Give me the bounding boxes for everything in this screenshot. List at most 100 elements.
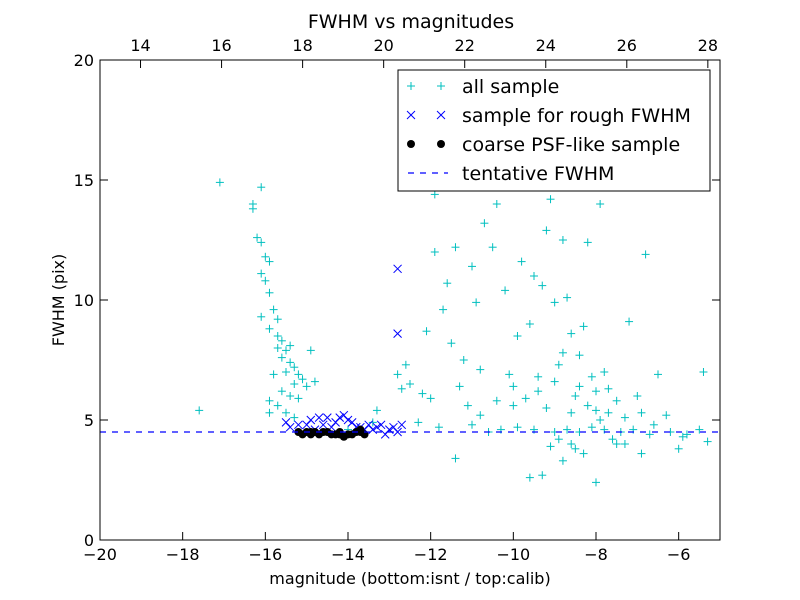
point-s0-53 bbox=[451, 243, 460, 252]
point-s0-110 bbox=[397, 384, 406, 393]
x-tick-label-0: −20 bbox=[83, 545, 117, 564]
point-s0-121 bbox=[587, 423, 596, 432]
x-tick-label-3: −14 bbox=[331, 545, 365, 564]
point-s0-45 bbox=[418, 389, 427, 398]
point-s0-99 bbox=[695, 425, 704, 434]
point-s0-6 bbox=[257, 238, 266, 247]
axes: −20 −18 −16 −14 −12 −10 −8 −6 14 16 18 20 22 24 26 28 0 5… bbox=[74, 36, 721, 564]
point-s1-19 bbox=[368, 425, 378, 434]
legend-box bbox=[397, 69, 711, 192]
point-s1-4 bbox=[306, 415, 316, 425]
point-s0-125 bbox=[645, 430, 654, 439]
point-s0-27 bbox=[290, 380, 299, 388]
point-s1-6 bbox=[314, 413, 324, 422]
point-s1-21 bbox=[376, 420, 386, 430]
point-s0-34 bbox=[265, 396, 274, 405]
point-s0-77 bbox=[563, 293, 572, 302]
x-tick-label-1: −18 bbox=[166, 545, 200, 564]
point-s0-14 bbox=[257, 312, 266, 321]
point-s0-73 bbox=[546, 195, 555, 204]
point-s0-83 bbox=[587, 372, 596, 381]
point-s1-28 bbox=[393, 329, 402, 338]
point-s0-133 bbox=[534, 372, 543, 381]
point-s1-11 bbox=[335, 413, 345, 422]
point-s0-13 bbox=[273, 315, 282, 324]
point-s0-54 bbox=[455, 382, 464, 391]
point-s1-7 bbox=[318, 420, 328, 430]
point-s0-60 bbox=[488, 243, 497, 252]
point-s0-142 bbox=[604, 408, 613, 417]
point-s0-9 bbox=[257, 269, 266, 278]
point-s1-8 bbox=[322, 413, 332, 422]
point-s0-100 bbox=[699, 368, 708, 376]
top-tick-label-2: 18 bbox=[292, 36, 312, 55]
legend-marker-a-0 bbox=[407, 82, 415, 90]
top-tick-label-4: 22 bbox=[455, 36, 475, 55]
point-s0-26 bbox=[298, 375, 307, 384]
point-s0-52 bbox=[443, 279, 452, 288]
x-tick-label-2: −16 bbox=[248, 545, 282, 564]
point-s0-1 bbox=[215, 178, 224, 187]
point-s0-46 bbox=[426, 394, 435, 403]
point-s0-128 bbox=[463, 401, 472, 410]
point-s0-3 bbox=[248, 204, 257, 213]
point-s0-138 bbox=[575, 382, 584, 391]
point-s0-10 bbox=[261, 276, 270, 285]
y-tick-label-2: 10 bbox=[74, 291, 94, 310]
point-s0-127 bbox=[682, 430, 691, 439]
point-s0-41 bbox=[368, 418, 377, 427]
point-s0-139 bbox=[583, 401, 592, 410]
point-s0-32 bbox=[306, 346, 315, 355]
legend-entry-0: all sample bbox=[407, 76, 559, 98]
point-s1-27 bbox=[393, 264, 402, 274]
point-s0-11 bbox=[265, 288, 274, 297]
point-s0-119 bbox=[563, 425, 572, 434]
point-s0-7 bbox=[261, 252, 270, 261]
point-s0-21 bbox=[277, 353, 286, 362]
point-s0-37 bbox=[269, 370, 278, 379]
point-s0-149 bbox=[571, 444, 580, 453]
point-s0-50 bbox=[439, 305, 448, 314]
point-s0-22 bbox=[286, 358, 295, 367]
legend-marker-a-1 bbox=[406, 110, 416, 120]
point-s0-47 bbox=[422, 327, 431, 336]
y-tick-label-4: 20 bbox=[74, 51, 94, 70]
x-tick-label-6: −8 bbox=[584, 545, 608, 564]
point-s0-103 bbox=[558, 456, 567, 465]
point-s1-1 bbox=[285, 422, 295, 432]
top-tick-label-7: 28 bbox=[698, 36, 718, 55]
point-s1-25 bbox=[393, 427, 402, 437]
point-s0-75 bbox=[554, 360, 563, 369]
point-s0-71 bbox=[538, 281, 547, 290]
point-s0-68 bbox=[525, 320, 534, 328]
point-s0-74 bbox=[550, 298, 559, 307]
point-s0-131 bbox=[509, 382, 518, 391]
point-s0-78 bbox=[567, 329, 576, 338]
point-s0-15 bbox=[265, 324, 274, 333]
point-s0-84 bbox=[592, 406, 600, 415]
point-s0-95 bbox=[654, 370, 662, 379]
point-s0-48 bbox=[430, 248, 439, 256]
top-tick-label-5: 24 bbox=[536, 36, 556, 55]
point-s0-35 bbox=[273, 401, 282, 410]
point-s0-59 bbox=[480, 219, 489, 228]
point-s0-94 bbox=[649, 420, 658, 429]
point-s0-88 bbox=[612, 396, 621, 405]
point-s0-106 bbox=[612, 440, 621, 448]
point-s0-140 bbox=[592, 387, 600, 396]
point-s0-129 bbox=[476, 411, 485, 420]
point-s1-20 bbox=[372, 422, 382, 432]
x-tick-label-7: −6 bbox=[667, 545, 691, 564]
point-s1-26 bbox=[397, 420, 407, 430]
point-s0-111 bbox=[414, 418, 423, 427]
legend-entry-3: tentative FWHM bbox=[408, 163, 614, 185]
point-s0-143 bbox=[608, 435, 617, 444]
legend: all sample sample for rough FWHM coarse PS… bbox=[397, 69, 711, 192]
point-s0-30 bbox=[286, 392, 295, 400]
point-s0-92 bbox=[637, 408, 646, 417]
y-tick-label-0: 0 bbox=[84, 531, 94, 550]
point-s0-42 bbox=[372, 406, 381, 415]
point-s0-25 bbox=[294, 370, 303, 379]
point-s0-18 bbox=[273, 344, 282, 352]
point-s0-90 bbox=[625, 317, 634, 326]
